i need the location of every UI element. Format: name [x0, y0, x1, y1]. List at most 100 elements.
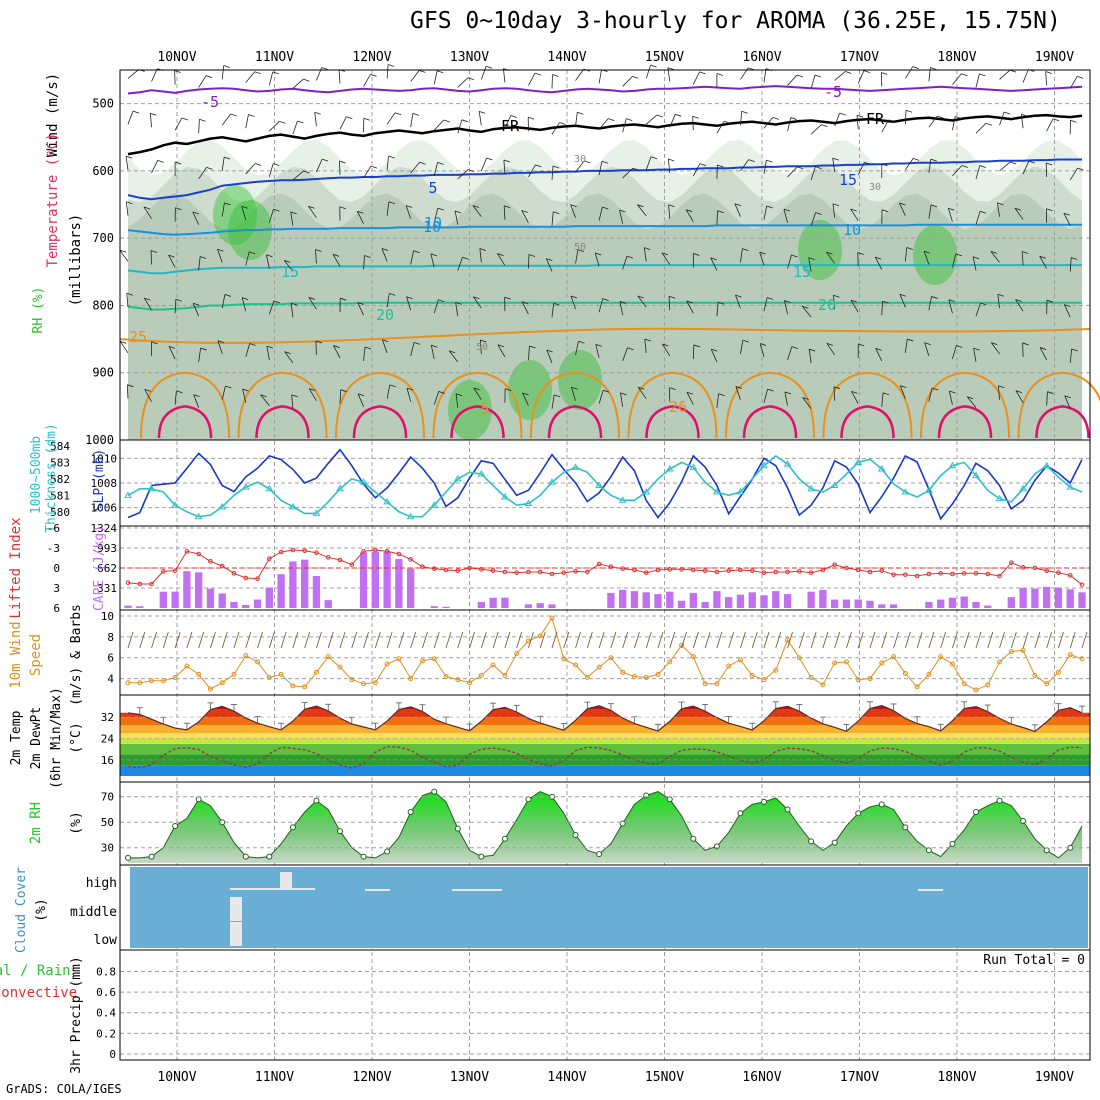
- li-marker: [196, 551, 201, 557]
- wind-barb-flag: [791, 346, 799, 349]
- wind-barb-flag: [406, 387, 414, 391]
- wind-barb: [575, 160, 585, 173]
- temp-band: [120, 765, 1090, 776]
- wind10-barb: [245, 631, 252, 649]
- cloud-cell: [452, 889, 502, 891]
- li-marker: [490, 568, 496, 573]
- wind-barb: [503, 205, 506, 220]
- wind-barb: [857, 70, 865, 84]
- wind-barb: [497, 344, 506, 358]
- wind-barb-flag: [315, 340, 323, 344]
- wind-barb: [472, 296, 482, 309]
- wind-barb-flag: [303, 78, 310, 82]
- wind-barb-flag: [1022, 251, 1029, 254]
- wind-barb-flag: [217, 248, 224, 252]
- wind-barb: [763, 68, 767, 83]
- wind-barb-flag: [881, 72, 888, 75]
- wind10-marker: [796, 655, 802, 661]
- wind-barb: [386, 64, 389, 79]
- wind-barb: [174, 117, 183, 131]
- wind-barb-flag: [559, 122, 566, 125]
- thickness-marker: [713, 488, 721, 495]
- li-marker: [325, 555, 331, 560]
- wind-barb-flag: [718, 393, 725, 397]
- contour-label: 10: [423, 218, 441, 236]
- wind-barb: [144, 389, 152, 402]
- wind-barb-flag: [985, 122, 993, 126]
- rh-marker: [619, 820, 626, 827]
- rh-marker: [501, 835, 508, 842]
- wind-barb-flag: [438, 391, 445, 394]
- wind-barb: [339, 389, 342, 404]
- wind-barb-flag: [333, 345, 340, 348]
- li-marker: [243, 575, 249, 581]
- date-label-top: 13NOV: [450, 50, 489, 65]
- cape-bar: [689, 592, 697, 608]
- wind-barb: [645, 156, 652, 171]
- wind-barb: [952, 73, 962, 85]
- wind10-barb: [916, 631, 923, 649]
- wind10-marker: [478, 672, 484, 678]
- li-marker: [961, 571, 967, 576]
- wind-barb: [1039, 347, 1048, 361]
- wind10-barb: [881, 631, 888, 649]
- wind-barb-flag: [553, 211, 560, 215]
- wind-barb-flag: [875, 256, 882, 260]
- wind-barb: [127, 110, 134, 125]
- wind-barb: [875, 348, 883, 362]
- rh-marker: [572, 831, 579, 838]
- wind-barb-flag: [881, 209, 889, 213]
- isotherm-35: [742, 405, 798, 439]
- temp-band: [120, 733, 1090, 739]
- wind-barb-flag: [419, 161, 426, 165]
- wind-barb: [595, 344, 600, 359]
- cape-bar: [501, 597, 509, 608]
- thickness-marker: [524, 499, 533, 507]
- rh-high-shading: [913, 225, 957, 285]
- wind-barb-flag: [454, 210, 462, 214]
- wind-barb-flag: [991, 342, 998, 345]
- wind10-barb: [268, 631, 275, 649]
- wind-barb: [716, 210, 719, 225]
- wind-barb: [999, 69, 1011, 80]
- ylabel-thickness-a: 1000~500mb: [29, 436, 44, 514]
- wind-barb-flag: [656, 114, 663, 118]
- wind-barb-flag: [200, 256, 207, 259]
- li-marker: [573, 569, 578, 574]
- wind-barb: [1015, 390, 1024, 403]
- cloud-cell: [230, 922, 242, 946]
- wind-barb-flag: [505, 388, 512, 392]
- wind10-marker: [596, 664, 602, 670]
- li-marker: [702, 568, 708, 573]
- rh-marker: [996, 797, 1003, 804]
- wind-barb-flag: [461, 119, 468, 123]
- wind-barb-flag: [254, 71, 261, 75]
- li-marker: [537, 569, 543, 575]
- wind-barb-flag: [200, 347, 207, 351]
- wind-barb: [1069, 76, 1078, 89]
- cape-tick: 993: [97, 542, 117, 555]
- wind10-barb: [1034, 631, 1041, 649]
- wind-barb: [480, 157, 487, 172]
- wind10-barb: [528, 631, 534, 649]
- wind-barb-flag: [650, 64, 657, 68]
- wind10-marker: [125, 680, 131, 686]
- thickness-marker: [877, 465, 886, 472]
- cape-bar: [842, 599, 851, 608]
- wind-barb-flag: [814, 74, 822, 78]
- wind-barb-flag: [205, 75, 213, 78]
- wind-barb: [119, 341, 129, 354]
- li-marker: [632, 567, 637, 573]
- wind-barb-flag: [601, 160, 609, 164]
- cape-bar: [878, 604, 886, 608]
- wind10-barb: [740, 631, 746, 649]
- thickness-marker: [124, 491, 132, 498]
- thickness-marker: [665, 465, 674, 472]
- wind-barb-flag: [857, 252, 864, 255]
- wind-barb-flag: [717, 210, 724, 214]
- ytick-label: 700: [92, 231, 114, 245]
- wind-barb: [198, 119, 200, 134]
- wind-barb-flag: [521, 301, 529, 305]
- wind-barb-flag: [603, 389, 610, 393]
